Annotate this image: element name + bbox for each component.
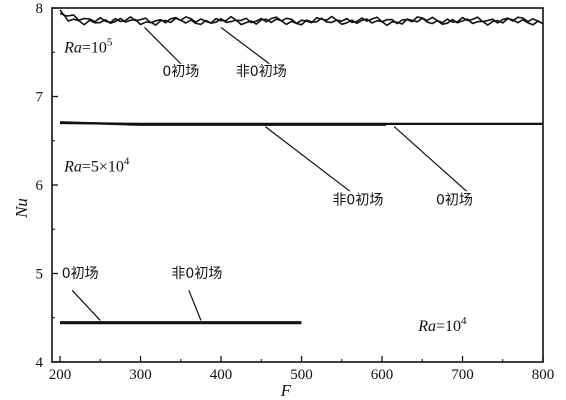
y-tick-label: 5 [36,267,44,283]
annotation-label: 非0初场 [171,265,222,282]
ra-label-base: Ra [417,318,436,335]
ra-label: Ra=105 [63,36,113,56]
tick-layer: 200 300 400 500 600 700 800 4 5 6 7 8 [36,1,555,383]
series-line [59,121,386,126]
plot-area-border [51,7,544,363]
x-tick-label: 400 [210,367,233,383]
annotation-label: 0初场 [62,265,99,282]
annotation-leader-line [144,27,182,65]
ra-label-exponent: 4 [461,315,467,327]
ra-label: Ra=5×104 [63,156,130,176]
series-layer [59,9,544,325]
annotation-label: 非0初场 [236,63,287,80]
series-line [59,12,544,27]
annotation-leader-line [220,26,270,65]
ra-label-base: Ra [63,159,82,176]
ra-label-exponent: 5 [107,36,113,48]
ra-label-value: =10 [82,39,107,56]
ra-label: Ra=104 [417,315,467,335]
annotation-leader-line [393,126,467,192]
ra-label-exponent: 4 [124,156,130,168]
annotation-leader-line [188,290,202,321]
annotation-leader-line [71,289,101,321]
y-axis-title: Nu [12,198,31,219]
ra-label-value: =5×10 [82,159,124,176]
y-tick-label: 6 [36,178,44,194]
series-line [59,9,544,25]
y-tick-label: 8 [36,1,44,17]
y-tick-label: 7 [36,90,44,106]
annotation-label: 0初场 [436,191,473,208]
x-tick-label: 500 [290,367,313,383]
x-tick-label: 600 [371,367,394,383]
y-tick-label: 4 [36,355,44,371]
ra-label-base: Ra [63,39,82,56]
annotation-label: 0初场 [162,63,199,80]
ra-label-value: =10 [436,318,461,335]
x-axis-title: F [280,381,292,400]
x-tick-label: 700 [451,367,474,383]
x-tick-label: 300 [129,367,152,383]
x-tick-label: 800 [532,367,555,383]
annotation-leader-line [264,126,351,192]
plot-frame [51,7,544,363]
annotation-label: 非0初场 [332,191,383,208]
x-tick-label: 200 [49,367,72,383]
